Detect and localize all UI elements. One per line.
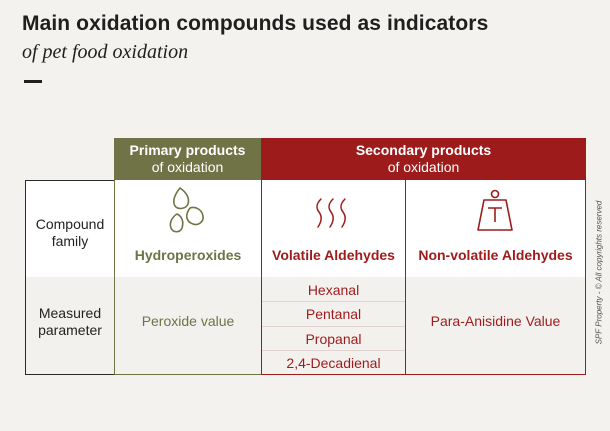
row-label-measured-parameter: Measured parameter — [26, 305, 114, 339]
param-separator — [262, 350, 405, 351]
param-decadienal: 2,4-Decadienal — [286, 355, 381, 371]
family-nonvolatile-aldehydes: Non-volatile Aldehydes — [418, 247, 573, 263]
secondary-header-line1: Secondary products — [355, 142, 492, 158]
param-separator — [262, 326, 405, 327]
parameter-band-secondary — [262, 277, 585, 374]
param-para-anisidine-value: Para-Anisidine Value — [430, 313, 561, 329]
row-label-line: Measured — [38, 305, 102, 321]
row-label-line: parameter — [38, 322, 102, 338]
copyright-text: SPF Property - © All copyrights reserved — [594, 200, 604, 344]
parameter-band-label — [26, 277, 114, 374]
row-label-line: family — [51, 233, 89, 249]
vapor-icon — [316, 198, 346, 228]
param-pentanal: Pentanal — [305, 306, 362, 322]
row-label-compound-family: Compound family — [26, 216, 114, 250]
copyright-side-note: SPF Property - © All copyrights reserved — [592, 192, 606, 352]
parameter-band-primary — [115, 277, 261, 374]
param-propanal: Propanal — [305, 331, 362, 347]
row-label-line: Compound — [35, 216, 105, 232]
weight-icon — [477, 189, 513, 231]
droplets-icon — [169, 187, 204, 233]
primary-header-line1: Primary products — [129, 142, 246, 158]
param-peroxide-value: Peroxide value — [141, 313, 235, 329]
primary-header-line2: of oxidation — [151, 159, 224, 175]
page-subtitle: of pet food oxidation — [22, 41, 189, 63]
title-dash-divider — [24, 80, 42, 83]
family-volatile-aldehydes: Volatile Aldehydes — [272, 247, 395, 263]
secondary-column-divider — [405, 180, 406, 375]
page-title: Main oxidation compounds used as indicat… — [22, 12, 489, 35]
primary-products-header: Primary products of oxidation — [114, 138, 261, 180]
secondary-header-line2: of oxidation — [387, 159, 460, 175]
param-separator — [262, 301, 405, 302]
secondary-products-header: Secondary products of oxidation — [261, 138, 586, 180]
param-hexanal: Hexanal — [307, 282, 360, 298]
family-hydroperoxides: Hydroperoxides — [134, 247, 242, 263]
